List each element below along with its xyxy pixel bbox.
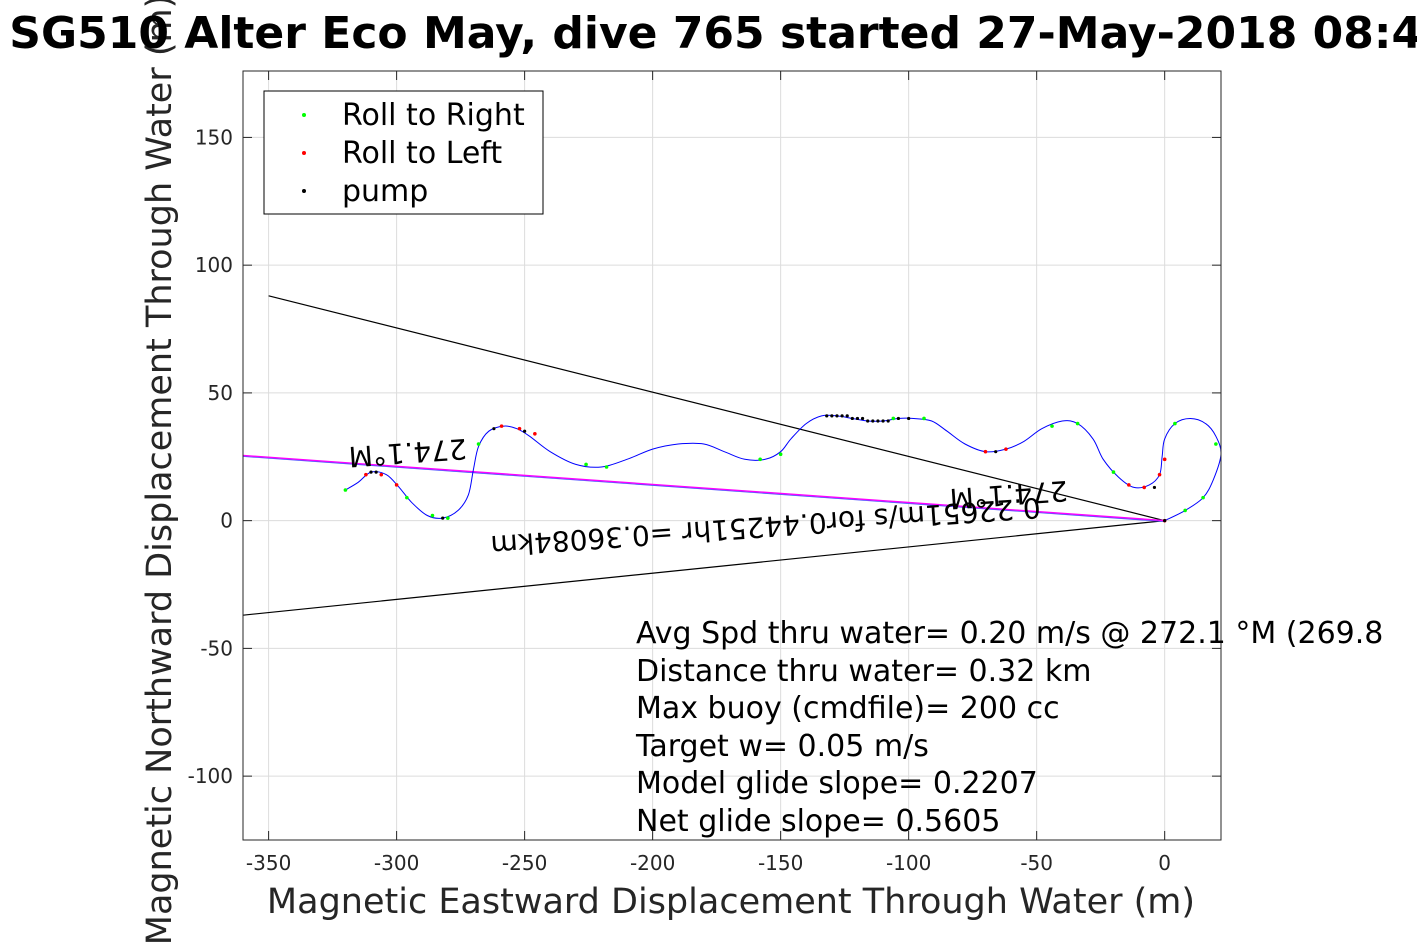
- roll-right-point: [891, 416, 896, 421]
- stats-line: Model glide slope= 0.2207: [636, 766, 1038, 801]
- roll-right-point: [446, 516, 450, 520]
- pump-point: [866, 419, 870, 423]
- x-tick-label: -300: [374, 851, 419, 875]
- stats-line: Distance thru water= 0.32 km: [636, 654, 1091, 689]
- legend-marker-roll-right: [302, 113, 306, 117]
- roll-left-point: [1157, 472, 1162, 477]
- stats-line: Avg Spd thru water= 0.20 m/s @ 272.1 °M …: [636, 616, 1383, 651]
- pump-point: [876, 419, 880, 423]
- pump-point: [886, 419, 890, 423]
- pump-point: [850, 416, 854, 421]
- legend: Roll to Right Roll to Left pump: [263, 90, 544, 215]
- pump-point: [374, 470, 378, 474]
- stats-line: Max buoy (cmdfile)= 200 cc: [636, 691, 1060, 726]
- roll-right-point: [405, 495, 409, 500]
- legend-label-roll-left: Roll to Left: [342, 136, 502, 171]
- pump-point: [441, 516, 445, 520]
- x-tick-label: -250: [502, 851, 547, 875]
- x-tick-label: -50: [1020, 851, 1053, 875]
- heading-line: [242, 454, 1165, 522]
- roll-left-point: [499, 424, 504, 428]
- y-tick-label: 0: [220, 509, 233, 533]
- roll-left-point: [1004, 447, 1008, 451]
- pump-point: [907, 416, 911, 421]
- roll-right-point: [476, 442, 481, 446]
- roll-left-point: [364, 472, 368, 477]
- heading-label-right: 274.1°M: [948, 474, 1068, 515]
- roll-right-point: [758, 457, 762, 462]
- roll-right-point: [1201, 495, 1205, 500]
- series-layer: [242, 295, 1222, 616]
- x-tick-label: -150: [758, 851, 803, 875]
- pump-point: [523, 429, 527, 433]
- x-axis-label: Magnetic Eastward Displacement Through W…: [267, 882, 1195, 922]
- roll-left-point: [533, 431, 537, 436]
- pump-point: [855, 416, 860, 421]
- heading-line-shadow: [242, 456, 1165, 523]
- y-tick-label: 100: [195, 253, 233, 277]
- roll-right-point: [430, 513, 435, 518]
- roll-right-point: [584, 462, 588, 467]
- pump-point: [896, 416, 901, 421]
- pump-point: [840, 414, 844, 418]
- pump-point: [845, 414, 849, 418]
- roll-right-point: [1173, 421, 1177, 426]
- pump-point: [871, 419, 875, 423]
- legend-label-pump: pump: [342, 174, 428, 209]
- roll-right-point: [778, 452, 783, 457]
- y-tick-label: -50: [200, 636, 233, 660]
- roll-right-point: [1111, 470, 1116, 474]
- roll-left-point: [394, 483, 399, 487]
- pump-point: [825, 414, 829, 418]
- roll-right-point: [343, 488, 348, 492]
- pump-point: [994, 450, 998, 454]
- roll-left-point: [517, 426, 522, 431]
- chart-title: SG510 Alter Eco May, dive 765 started 27…: [9, 8, 1417, 59]
- glider-track-line: [345, 414, 1222, 522]
- roll-right-point: [1050, 424, 1054, 428]
- tick-layer: -350 -300 -250 -200 -150 -100 -50 0 -100 -50 0 50 10…: [188, 71, 1221, 875]
- pump-point: [860, 416, 865, 421]
- stats-block: Avg Spd thru water= 0.20 m/s @ 272.1 °M …: [635, 616, 1383, 839]
- grid-layer: [243, 71, 1221, 840]
- x-tick-label: 0: [1158, 851, 1171, 875]
- pump-point: [1163, 519, 1167, 523]
- roll-right-point: [1214, 442, 1218, 446]
- roll-left-point: [379, 472, 384, 477]
- y-tick-label: 50: [208, 381, 233, 405]
- legend-box: [263, 90, 544, 215]
- envelope-line: [268, 295, 1165, 522]
- envelope-line: [242, 520, 1165, 616]
- legend-marker-pump: [302, 189, 306, 193]
- legend-marker-roll-left: [302, 151, 306, 155]
- heading-label-left: 274.1°M: [347, 432, 467, 473]
- pump-point: [492, 427, 496, 431]
- roll-right-point: [1075, 421, 1080, 426]
- pump-point: [369, 470, 373, 474]
- y-tick-label: -100: [188, 764, 233, 788]
- x-tick-label: -350: [246, 851, 291, 875]
- pump-point: [835, 414, 839, 418]
- roll-left-point: [1142, 485, 1146, 490]
- pump-point: [1152, 485, 1157, 490]
- stats-line: Net glide slope= 0.5605: [636, 804, 1000, 839]
- x-tick-label: -100: [886, 851, 931, 875]
- legend-label-roll-right: Roll to Right: [342, 98, 525, 133]
- roll-right-point: [1183, 508, 1187, 513]
- stats-line: Target w= 0.05 m/s: [635, 729, 929, 764]
- roll-left-point: [1127, 483, 1131, 487]
- roll-left-point: [1162, 457, 1167, 462]
- pump-point: [881, 419, 885, 423]
- x-tick-label: -200: [630, 851, 675, 875]
- y-tick-label: 150: [195, 125, 233, 149]
- pump-point: [830, 414, 834, 418]
- y-axis-label: Magnetic Northward Displacement Through …: [140, 0, 180, 945]
- axes-box: [242, 70, 1222, 841]
- roll-right-point: [604, 465, 609, 469]
- roll-right-point: [922, 416, 926, 421]
- roll-left-point: [983, 449, 988, 454]
